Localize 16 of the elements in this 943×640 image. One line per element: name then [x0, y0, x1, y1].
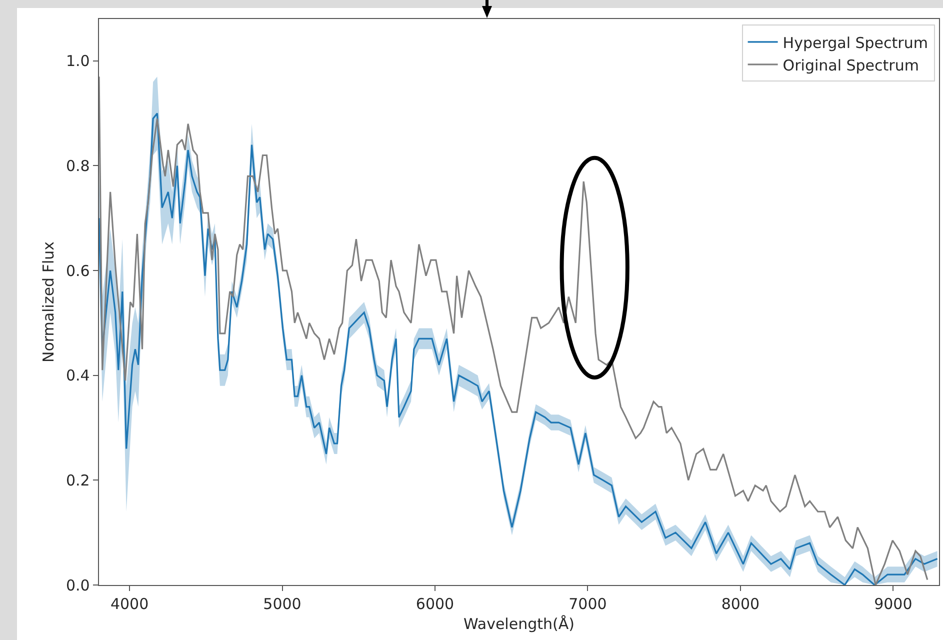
- y-tick-label: 0.2: [66, 471, 90, 490]
- y-tick-label: 0.4: [66, 366, 90, 385]
- x-tick-label: 9000: [874, 595, 912, 614]
- y-axis-title: Normalized Flux: [39, 241, 58, 363]
- x-axis-title: Wavelength(Å): [464, 615, 574, 634]
- x-tick-label: 5000: [263, 595, 302, 614]
- legend-label: Original Spectrum: [782, 56, 919, 74]
- y-tick-label: 0.0: [66, 576, 90, 594]
- legend-label: Hypergal Spectrum: [782, 34, 928, 52]
- x-tick-label: 8000: [721, 595, 760, 614]
- x-tick-label: 4000: [110, 595, 149, 614]
- x-tick-label: 6000: [416, 595, 454, 614]
- y-tick-label: 1.0: [66, 52, 90, 70]
- y-tick-label: 0.8: [66, 156, 90, 175]
- x-tick-label: 7000: [568, 595, 607, 614]
- y-tick-label: 0.6: [66, 262, 90, 280]
